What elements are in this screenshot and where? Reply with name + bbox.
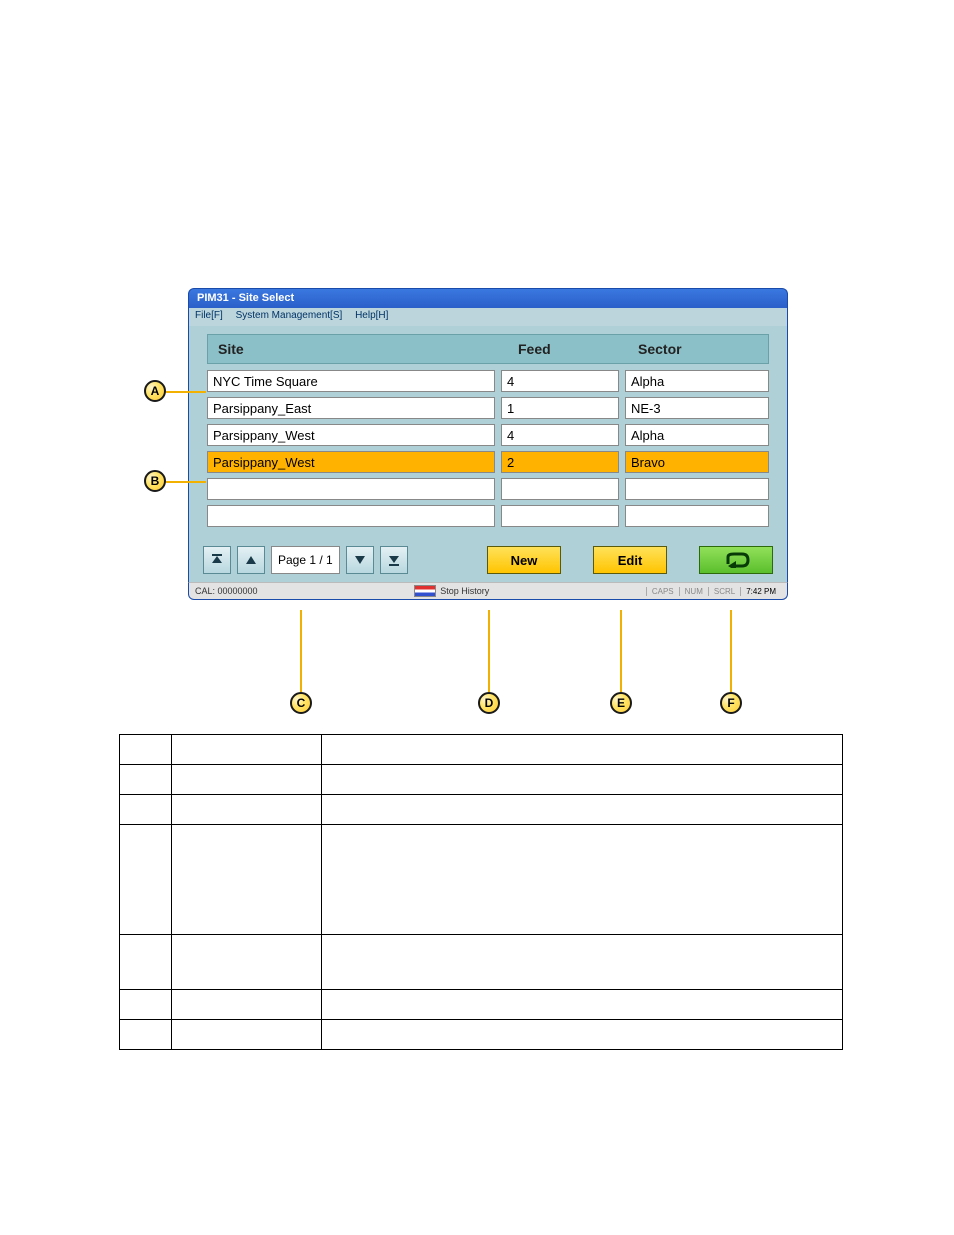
first-page-button[interactable] [203, 546, 231, 574]
cell-feed: 4 [501, 424, 619, 446]
triangle-down-icon [353, 553, 367, 567]
legend-row [120, 1020, 843, 1050]
cell-sector [625, 478, 769, 500]
callout-line [620, 610, 622, 692]
cell-site: NYC Time Square [207, 370, 495, 392]
cell-site: Parsippany_West [207, 424, 495, 446]
menu-system[interactable]: System Management[S] [236, 310, 343, 321]
table-row[interactable] [207, 505, 769, 527]
site-table: Site Feed Sector NYC Time Square4AlphaPa… [203, 334, 773, 527]
callout-B: B [144, 470, 166, 492]
edit-button[interactable]: Edit [593, 546, 667, 574]
page-label: Page 1 / 1 [278, 553, 333, 567]
legend-row [120, 825, 843, 935]
header-feed: Feed [508, 335, 628, 363]
cell-site: Parsippany_East [207, 397, 495, 419]
callout-D: D [478, 692, 500, 714]
new-button-label: New [511, 553, 538, 568]
titlebar: PIM31 - Site Select [188, 288, 788, 308]
table-row[interactable]: Parsippany_West 2 Bravo [207, 451, 769, 473]
header-site: Site [208, 335, 508, 363]
table-header: Site Feed Sector [207, 334, 769, 364]
callout-A: A [144, 380, 166, 402]
content-area: Site Feed Sector NYC Time Square4AlphaPa… [188, 326, 788, 540]
app-window: PIM31 - Site Select File[F] System Manag… [188, 288, 788, 630]
table-row[interactable]: Parsippany_West 4 Alpha [207, 424, 769, 446]
cell-feed: 4 [501, 370, 619, 392]
legend-row [120, 935, 843, 990]
legend-row [120, 990, 843, 1020]
cell-sector [625, 505, 769, 527]
cell-sector: Alpha [625, 370, 769, 392]
callout-C: C [290, 692, 312, 714]
status-stop-history: Stop History [440, 586, 489, 596]
callout-E: E [610, 692, 632, 714]
cell-feed: 2 [501, 451, 619, 473]
table-row[interactable]: Parsippany_East 1 NE-3 [207, 397, 769, 419]
legend-row [120, 735, 843, 765]
page-indicator: Page 1 / 1 [271, 546, 340, 574]
cell-site [207, 478, 495, 500]
edit-button-label: Edit [618, 553, 643, 568]
cell-sector: Bravo [625, 451, 769, 473]
menu-file[interactable]: File[F] [195, 310, 223, 321]
cell-feed [501, 505, 619, 527]
back-button[interactable] [699, 546, 773, 574]
legend-table [119, 734, 843, 1050]
table-row[interactable]: NYC Time Square 4 Alpha [207, 370, 769, 392]
last-page-button[interactable] [380, 546, 408, 574]
scrl-indicator: SCRL [708, 587, 740, 596]
cell-sector: Alpha [625, 424, 769, 446]
cell-site: Parsippany_West [207, 451, 495, 473]
table-row[interactable] [207, 478, 769, 500]
statusbar: CAL: 00000000 Stop History CAPS NUM SCRL… [188, 582, 788, 600]
clock: 7:42 PM [740, 587, 781, 596]
new-button[interactable]: New [487, 546, 561, 574]
u-turn-icon [722, 552, 750, 568]
cell-feed [501, 478, 619, 500]
prev-page-button[interactable] [237, 546, 265, 574]
window-title: PIM31 - Site Select [197, 292, 294, 304]
triangle-bar-up-icon [210, 553, 224, 567]
triangle-bar-down-icon [387, 553, 401, 567]
flag-icon [414, 585, 436, 597]
status-cal: CAL: 00000000 [195, 586, 258, 596]
callout-F: F [720, 692, 742, 714]
callout-line [166, 391, 206, 393]
bottom-toolbar: Page 1 / 1 New Edit [188, 540, 788, 582]
menubar: File[F] System Management[S] Help[H] [188, 308, 788, 326]
cell-site [207, 505, 495, 527]
callout-line [166, 481, 206, 483]
menu-help[interactable]: Help[H] [355, 310, 388, 321]
next-page-button[interactable] [346, 546, 374, 574]
header-sector: Sector [628, 335, 768, 363]
triangle-up-icon [244, 553, 258, 567]
callout-line [488, 610, 490, 692]
num-indicator: NUM [679, 587, 708, 596]
cell-feed: 1 [501, 397, 619, 419]
caps-indicator: CAPS [646, 587, 679, 596]
legend-row [120, 765, 843, 795]
cell-sector: NE-3 [625, 397, 769, 419]
callout-line [300, 610, 302, 692]
legend-row [120, 795, 843, 825]
callout-line [730, 610, 732, 692]
